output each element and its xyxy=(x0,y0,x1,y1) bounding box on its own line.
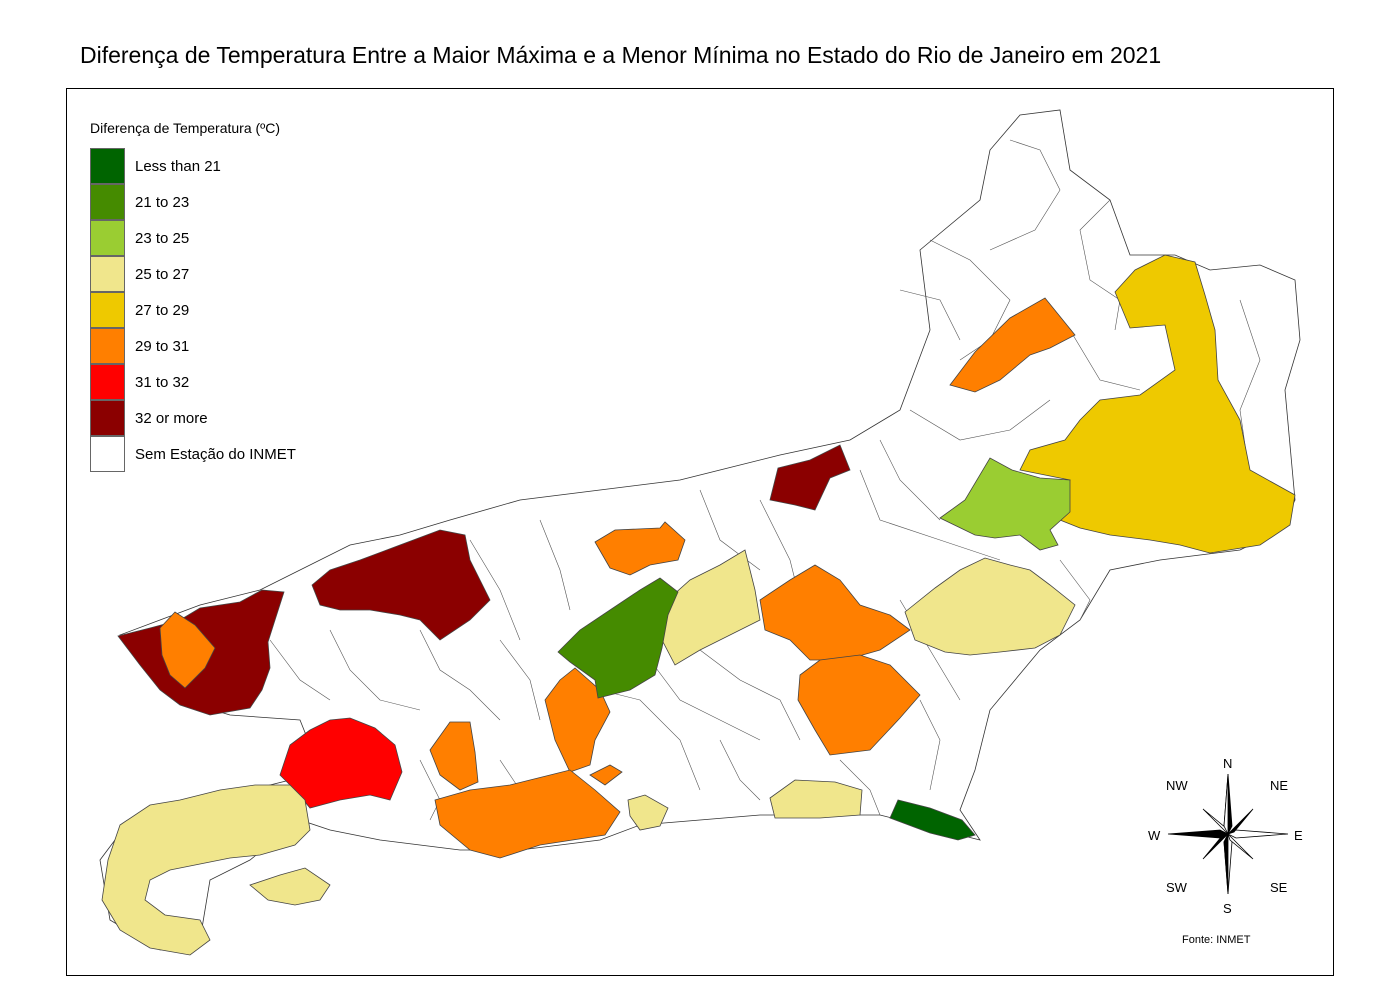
municipality-32-or-more-north xyxy=(311,529,491,641)
municipality-32-or-more-center xyxy=(769,444,851,511)
municipality-25-to-27-a xyxy=(661,549,761,666)
legend-label: 23 to 25 xyxy=(135,229,190,247)
municipality-25-to-27-e xyxy=(101,784,311,956)
colored-municipalities xyxy=(101,254,1296,956)
compass-n-label: N xyxy=(1223,756,1233,771)
compass-rose-icon xyxy=(1167,773,1289,895)
legend-item: Less than 21 xyxy=(90,148,296,184)
map-frame xyxy=(66,88,1334,976)
legend-swatch xyxy=(90,364,125,400)
legend-swatch xyxy=(90,256,125,292)
legend-item: 23 to 25 xyxy=(90,220,296,256)
legend-item: 27 to 29 xyxy=(90,292,296,328)
legend-label: 29 to 31 xyxy=(135,337,190,355)
municipality-25-to-27-b xyxy=(904,557,1076,656)
municipality-29-to-31-g xyxy=(759,564,911,661)
compass-nw-label: NW xyxy=(1166,778,1188,793)
municipality-29-to-31-d xyxy=(544,667,611,773)
compass-e-label: E xyxy=(1294,828,1303,843)
legend-label: 32 or more xyxy=(135,409,208,427)
map-title: Diferença de Temperatura Entre a Maior M… xyxy=(80,42,1162,68)
legend-item: Sem Estação do INMET xyxy=(90,436,296,472)
legend-item: 25 to 27 xyxy=(90,256,296,292)
municipality-29-to-31-a xyxy=(159,611,216,689)
compass-w-label: W xyxy=(1148,828,1161,843)
municipality-29-to-31-b xyxy=(594,521,686,576)
legend-label: Sem Estação do INMET xyxy=(135,445,296,463)
legend-swatch xyxy=(90,148,125,184)
compass-se-label: SE xyxy=(1270,880,1288,895)
legend-items: Less than 21 21 to 23 23 to 25 25 to 27 27 t… xyxy=(90,148,296,472)
compass-ne-label: NE xyxy=(1270,778,1289,793)
legend-swatch xyxy=(90,400,125,436)
legend-item: 21 to 23 xyxy=(90,184,296,220)
legend-item: 32 or more xyxy=(90,400,296,436)
legend-item: 31 to 32 xyxy=(90,364,296,400)
municipality-29-to-31-h xyxy=(797,654,921,756)
legend: Diferença de Temperatura (ºC) Less than … xyxy=(90,120,296,472)
legend-swatch xyxy=(90,184,125,220)
municipality-27-to-29 xyxy=(1019,254,1296,554)
municipality-29-to-31-f xyxy=(434,769,621,859)
legend-label: 25 to 27 xyxy=(135,265,190,283)
legend-swatch xyxy=(90,328,125,364)
municipality-25-to-27-f xyxy=(249,867,331,906)
municipality-29-to-31-i xyxy=(589,764,623,786)
legend-swatch xyxy=(90,436,125,472)
compass-sw-label: SW xyxy=(1166,880,1187,895)
legend-label: 31 to 32 xyxy=(135,373,190,391)
legend-swatch xyxy=(90,220,125,256)
compass-s-label: S xyxy=(1223,901,1232,916)
legend-label: 27 to 29 xyxy=(135,301,190,319)
municipality-25-to-27-c xyxy=(769,779,863,819)
municipality-29-to-31-e xyxy=(429,721,479,791)
municipality-29-to-31-c xyxy=(949,297,1076,393)
legend-swatch xyxy=(90,292,125,328)
legend-label: 21 to 23 xyxy=(135,193,190,211)
municipality-25-to-27-d xyxy=(627,794,669,831)
municipality-23-to-25 xyxy=(939,457,1071,551)
legend-item: 29 to 31 xyxy=(90,328,296,364)
legend-label: Less than 21 xyxy=(135,157,221,175)
legend-title: Diferença de Temperatura (ºC) xyxy=(90,120,281,136)
municipality-less-than-21 xyxy=(889,799,976,841)
municipality-21-to-23 xyxy=(557,577,679,699)
source-note: Fonte: INMET xyxy=(1182,934,1251,946)
